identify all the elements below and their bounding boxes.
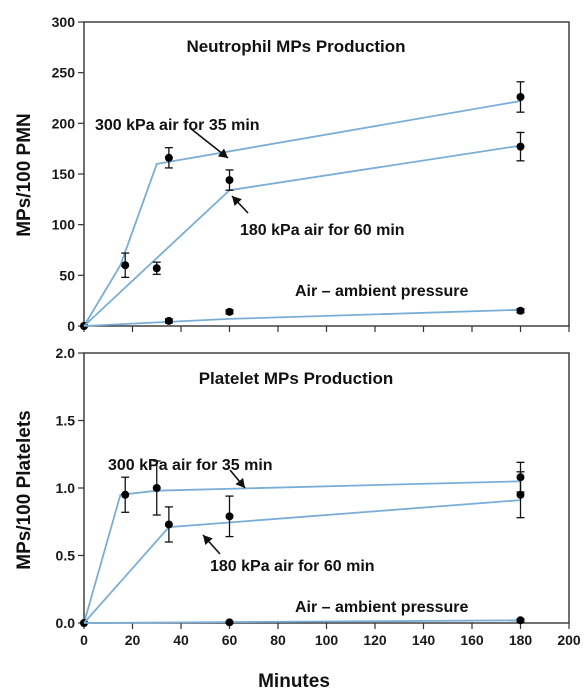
annotation-arrowhead <box>232 196 242 206</box>
annotation-label: 300 kPa air for 35 min <box>108 457 273 474</box>
x-tick-label: 180 <box>509 632 533 648</box>
annotation-label: 300 kPa air for 35 min <box>95 117 260 134</box>
y-tick-label: 200 <box>52 115 76 131</box>
annotation-label: 180 kPa air for 60 min <box>240 222 405 239</box>
data-point <box>164 153 173 162</box>
y-tick-label: 300 <box>52 14 76 30</box>
data-point <box>225 307 234 316</box>
y-tick-label: 2.0 <box>56 345 76 361</box>
data-point <box>121 261 130 270</box>
series-2-line <box>83 308 521 327</box>
x-tick-label: 120 <box>363 632 387 648</box>
y-axis-label: MPs/100 PMN <box>14 113 35 237</box>
data-point <box>516 92 525 101</box>
x-tick-label: 40 <box>173 632 189 648</box>
data-point <box>225 618 234 627</box>
data-point <box>516 490 525 499</box>
x-tick-label: 160 <box>460 632 484 648</box>
y-tick-label: 100 <box>52 217 76 233</box>
x-tick-label: 0 <box>80 632 88 648</box>
data-point <box>516 616 525 625</box>
y-tick-label: 250 <box>52 65 76 81</box>
data-point <box>225 512 234 521</box>
data-point <box>164 316 173 325</box>
y-tick-label: 50 <box>59 267 75 283</box>
plot-frame <box>83 21 570 327</box>
annotation-arrowhead <box>235 477 245 488</box>
annotation-arrowhead <box>217 148 228 158</box>
y-tick-label: 0.5 <box>56 548 76 564</box>
data-point <box>152 264 161 273</box>
chart-title: Platelet MPs Production <box>199 369 394 388</box>
annotation-label: Air – ambient pressure <box>295 599 469 616</box>
y-tick-label: 0.0 <box>56 615 76 631</box>
data-point <box>121 490 130 499</box>
data-point <box>516 306 525 315</box>
y-tick-label: 150 <box>52 166 76 182</box>
series-2-line <box>83 619 521 624</box>
chart-title: Neutrophil MPs Production <box>186 37 405 56</box>
platelet-chart: 0.0 0.5 1.0 1.5 2.0 0 20 40 60 80 100 120 140 160 180 2… <box>14 345 581 648</box>
x-tick-label: 100 <box>315 632 339 648</box>
y-tick-label: 1.5 <box>56 413 76 429</box>
x-tick-label: 140 <box>412 632 436 648</box>
series-0-line <box>83 480 521 624</box>
data-point <box>516 142 525 151</box>
x-tick-label: 80 <box>270 632 286 648</box>
x-tick-label: 60 <box>222 632 238 648</box>
data-point <box>164 520 173 529</box>
annotation-arrowhead <box>203 535 213 546</box>
x-tick-label: 20 <box>125 632 141 648</box>
series-0-line <box>83 100 521 327</box>
y-axis-label: MPs/100 Platelets <box>14 410 35 569</box>
annotation-label: 180 kPa air for 60 min <box>210 558 375 575</box>
annotation-label: Air – ambient pressure <box>295 283 469 300</box>
data-point <box>152 484 161 492</box>
neutrophil-chart: 0 50 100 150 200 250 300 Neutrophil MPs Product… <box>14 14 570 334</box>
data-point <box>225 176 234 185</box>
y-tick-label: 0 <box>67 318 75 334</box>
x-tick-label: 200 <box>557 632 581 648</box>
y-tick-label: 1.0 <box>56 480 76 496</box>
x-axis-label: Minutes <box>258 671 330 690</box>
